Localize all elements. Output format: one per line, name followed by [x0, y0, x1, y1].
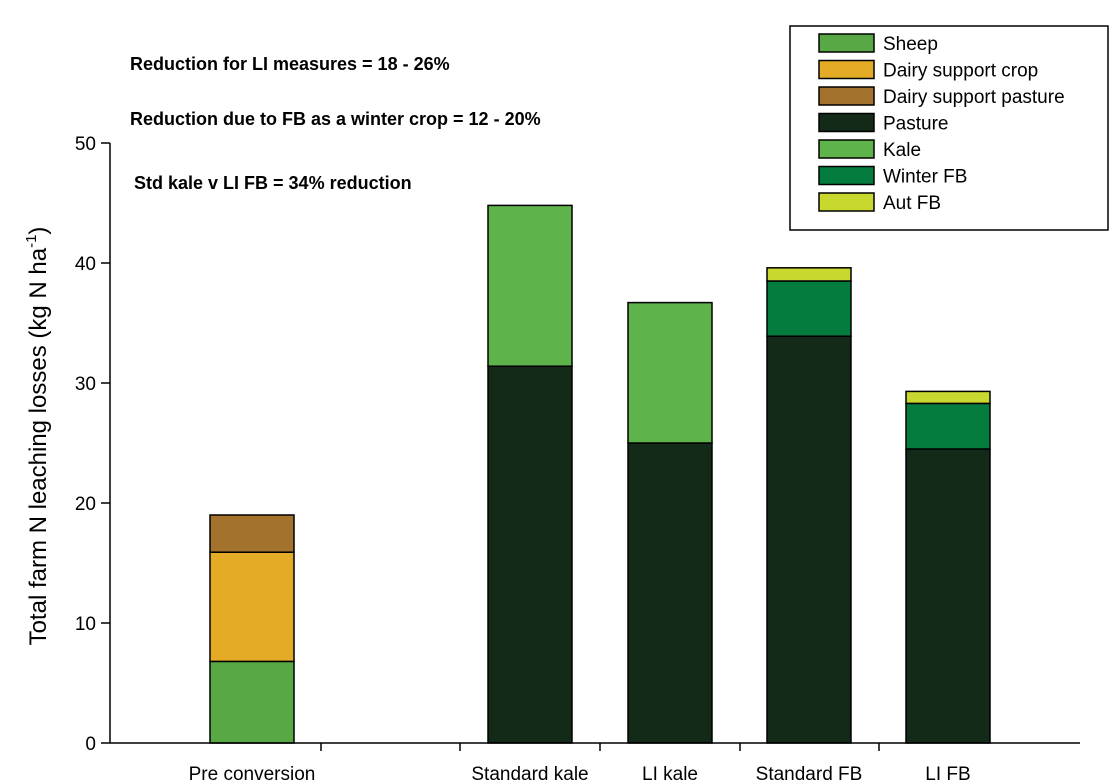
bar-segment-li-fb-aut-fb	[905, 390, 991, 405]
y-axis-title-suffix: )	[25, 227, 52, 235]
x-tick-label-li-kale: LI kale	[642, 764, 698, 784]
x-tick-label-li-fb: LI FB	[925, 764, 970, 784]
bar-segment-standard-fb-pasture	[766, 335, 852, 744]
bar-segment-pre-conversion-sheep	[209, 660, 295, 744]
y-tick-label-0: 0	[85, 734, 96, 755]
bar-segment-li-kale-pasture	[627, 442, 713, 744]
y-tick-label-20: 20	[75, 494, 96, 515]
bar-segment-li-kale-kale	[627, 301, 713, 444]
y-axis-title-superscript: -1	[23, 235, 40, 248]
bar-segment-standard-kale-kale	[487, 204, 573, 367]
annotation-1: Reduction for LI measures = 18 - 26%	[130, 54, 450, 74]
bar-segment-li-fb-winter-fb	[905, 402, 991, 450]
legend: Sheep Dairy support crop Dairy support pas…	[789, 25, 1109, 231]
y-tick-label-40: 40	[75, 254, 96, 275]
x-tick-label-standard-fb: Standard FB	[756, 764, 863, 784]
legend-swatch-dairy-support-pasture	[818, 86, 875, 106]
legend-swatch-kale	[818, 139, 875, 159]
legend-swatch-aut-fb	[818, 192, 875, 212]
annotation-2: Reduction due to FB as a winter crop = 1…	[130, 109, 541, 129]
annotation-3: Std kale v LI FB = 34% reduction	[134, 173, 412, 193]
bar-segment-standard-fb-aut-fb	[766, 267, 852, 282]
y-tick-label-30: 30	[75, 374, 96, 395]
y-tick-label-10: 10	[75, 614, 96, 635]
legend-swatch-pasture	[818, 112, 875, 133]
legend-label-kale: Kale	[883, 140, 921, 161]
annotations: Reduction for LI measures = 18 - 26% Redu…	[130, 54, 541, 193]
legend-label-aut-fb: Aut FB	[883, 193, 941, 214]
y-axis-title-main: Total farm N leaching losses (kg N ha	[25, 247, 52, 645]
y-tick-label-50: 50	[75, 134, 96, 155]
bar-segment-pre-conversion-dairy-support-crop	[209, 551, 295, 663]
legend-swatch-winter-fb	[818, 165, 875, 186]
bar-segment-pre-conversion-dairy-support-pasture	[209, 514, 295, 553]
x-tick-label-standard-kale: Standard kale	[471, 764, 588, 784]
bar-segment-standard-kale-pasture	[487, 365, 573, 744]
legend-label-pasture: Pasture	[883, 114, 948, 135]
x-tick-label-pre-conversion: Pre conversion	[189, 764, 316, 784]
axes: 0 10 20 30 40 50 Pre conversion Standard kale LI…	[75, 134, 1080, 784]
bar-segment-li-fb-pasture	[905, 448, 991, 744]
y-axis-title: Total farm N leaching losses (kg N ha-1)	[23, 227, 52, 646]
legend-swatch-sheep	[818, 33, 875, 53]
bars	[209, 204, 991, 744]
legend-label-winter-fb: Winter FB	[883, 167, 967, 188]
legend-label-sheep: Sheep	[883, 34, 938, 55]
legend-label-dairy-support-crop: Dairy support crop	[883, 61, 1038, 82]
bar-segment-standard-fb-winter-fb	[766, 280, 852, 337]
legend-swatch-dairy-support-crop	[818, 59, 875, 80]
legend-label-dairy-support-pasture: Dairy support pasture	[883, 87, 1065, 108]
